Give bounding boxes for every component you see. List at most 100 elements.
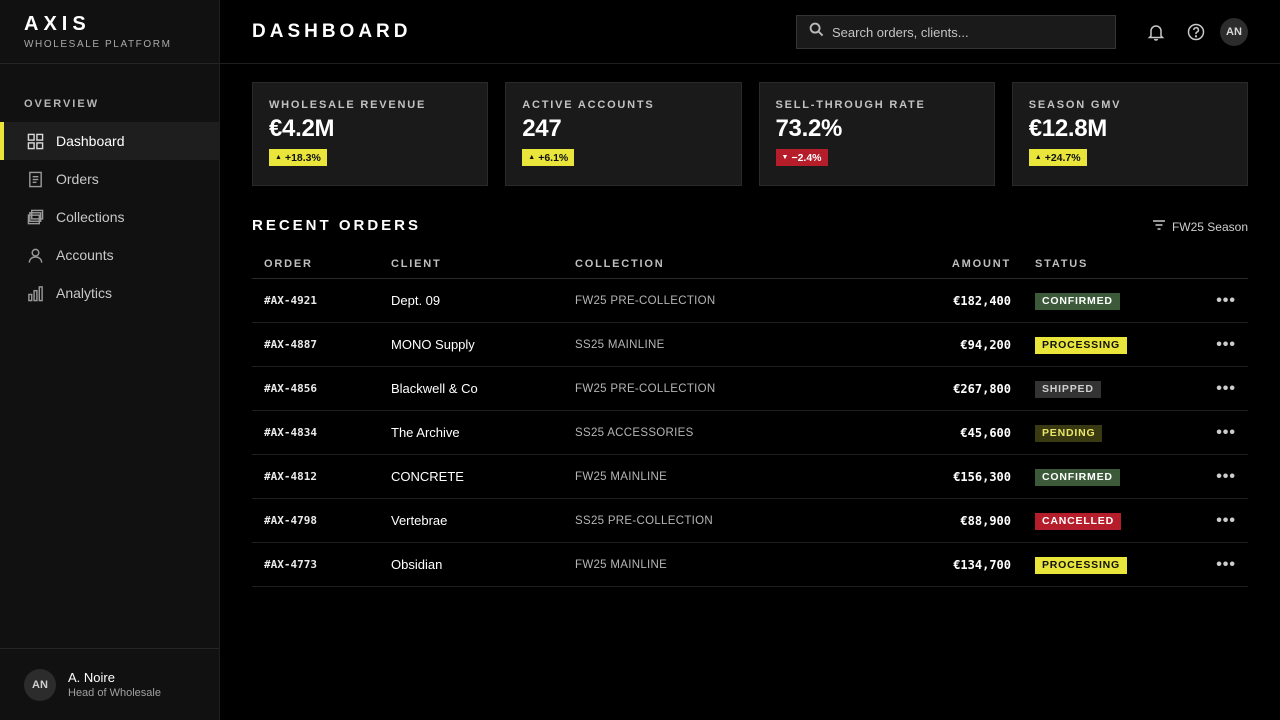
collection-name: FW25 MAINLINE xyxy=(575,470,668,483)
arrow-down-icon: ▼ xyxy=(781,154,789,161)
topbar: DASHBOARD AN xyxy=(220,0,1280,64)
nav-section-label: OVERVIEW xyxy=(24,98,100,110)
table-row[interactable]: #AX-4921 Dept. 09 FW25 PRE-COLLECTION €1… xyxy=(252,279,1248,323)
section-title: RECENT ORDERS xyxy=(252,217,422,234)
table-row[interactable]: #AX-4887 MONO Supply SS25 MAINLINE €94,2… xyxy=(252,323,1248,367)
user-role: Head of Wholesale xyxy=(68,687,161,699)
order-id: #AX-4856 xyxy=(264,382,317,395)
status-badge: CONFIRMED xyxy=(1035,469,1120,486)
filter-icon xyxy=(1152,218,1172,235)
avatar[interactable]: AN xyxy=(1220,18,1248,46)
client-name: CONCRETE xyxy=(391,469,464,484)
stat-delta-badge: ▲ +6.1% xyxy=(522,149,575,166)
column-header-status[interactable]: STATUS xyxy=(1035,258,1089,270)
order-amount: €156,300 xyxy=(953,469,1011,484)
brand-name: AXIS xyxy=(24,13,91,35)
user-name: A. Noire xyxy=(68,670,115,685)
sidebar-item-analytics[interactable]: Analytics xyxy=(0,274,219,312)
stat-value: 247 xyxy=(522,115,562,142)
column-header-collection[interactable]: COLLECTION xyxy=(575,258,665,270)
more-options-icon[interactable]: ••• xyxy=(1216,335,1236,353)
stat-value: €4.2M xyxy=(269,115,335,142)
stat-label: SEASON GMV xyxy=(1028,99,1122,111)
table-row[interactable]: #AX-4798 Vertebrae SS25 PRE-COLLECTION €… xyxy=(252,499,1248,543)
status-badge: CANCELLED xyxy=(1035,513,1121,530)
collection-name: SS25 PRE-COLLECTION xyxy=(575,514,713,527)
stat-card-sell-through: SELL-THROUGH RATE 73.2% ▼ −2.4% xyxy=(758,82,995,186)
column-header-client[interactable]: CLIENT xyxy=(391,258,442,270)
stat-card-gmv: SEASON GMV €12.8M ▲ +24.7% xyxy=(1011,82,1248,186)
order-amount: €267,800 xyxy=(953,381,1011,396)
search-input[interactable] xyxy=(832,24,1102,40)
arrow-up-icon: ▲ xyxy=(528,154,536,161)
order-id: #AX-4834 xyxy=(264,426,317,439)
order-amount: €45,600 xyxy=(960,425,1011,440)
stat-delta: +6.1% xyxy=(538,151,569,164)
status-badge: PROCESSING xyxy=(1035,557,1128,574)
more-options-icon[interactable]: ••• xyxy=(1216,379,1236,397)
document-icon xyxy=(26,170,44,188)
status-badge: PENDING xyxy=(1035,425,1103,442)
table-row[interactable]: #AX-4834 The Archive SS25 ACCESSORIES €4… xyxy=(252,411,1248,455)
order-id: #AX-4812 xyxy=(264,470,317,483)
collection-name: FW25 PRE-COLLECTION xyxy=(575,382,716,395)
collection-name: FW25 PRE-COLLECTION xyxy=(575,294,716,307)
more-options-icon[interactable]: ••• xyxy=(1216,511,1236,529)
more-options-icon[interactable]: ••• xyxy=(1216,291,1236,309)
stat-delta-badge: ▲ +24.7% xyxy=(1028,149,1087,166)
help-icon[interactable] xyxy=(1186,22,1206,42)
table-row[interactable]: #AX-4773 Obsidian FW25 MAINLINE €134,700… xyxy=(252,543,1248,587)
grid-icon xyxy=(26,132,44,150)
sidebar-item-collections[interactable]: Collections xyxy=(0,198,219,236)
stat-delta-badge: ▲ +18.3% xyxy=(269,149,327,166)
status-badge: SHIPPED xyxy=(1035,381,1101,398)
avatar: AN xyxy=(24,668,56,701)
order-id: #AX-4798 xyxy=(264,514,317,527)
bell-icon[interactable] xyxy=(1146,22,1166,42)
bar-chart-icon xyxy=(26,284,44,302)
status-badge: PROCESSING xyxy=(1035,337,1128,354)
collection-name: SS25 MAINLINE xyxy=(575,338,665,351)
client-name: Obsidian xyxy=(391,557,443,572)
more-options-icon[interactable]: ••• xyxy=(1216,467,1236,485)
stat-delta: −2.4% xyxy=(791,151,822,164)
column-header-order[interactable]: ORDER xyxy=(264,258,313,270)
collection-name: SS25 ACCESSORIES xyxy=(575,426,694,439)
collection-name: FW25 MAINLINE xyxy=(575,558,668,571)
sidebar-item-orders[interactable]: Orders xyxy=(0,160,219,198)
table-header: ORDER CLIENT COLLECTION AMOUNT STATUS xyxy=(252,250,1248,279)
client-name: Dept. 09 xyxy=(391,293,441,308)
user-icon xyxy=(26,246,44,264)
sidebar-item-label: Accounts xyxy=(56,247,114,263)
order-amount: €88,900 xyxy=(960,513,1011,528)
sidebar-nav: Dashboard Orders Collections Accounts An… xyxy=(0,122,219,312)
search-box[interactable] xyxy=(796,15,1116,49)
client-name: The Archive xyxy=(391,425,460,440)
season-filter-button[interactable]: FW25 Season xyxy=(1152,218,1248,235)
stat-value: €12.8M xyxy=(1028,115,1108,142)
client-name: Blackwell & Co xyxy=(391,381,478,396)
stat-label: WHOLESALE REVENUE xyxy=(269,99,427,111)
order-amount: €94,200 xyxy=(960,337,1011,352)
search-icon xyxy=(809,22,824,42)
table-row[interactable]: #AX-4812 CONCRETE FW25 MAINLINE €156,300… xyxy=(252,455,1248,499)
page-title: DASHBOARD xyxy=(252,21,412,42)
sidebar-item-accounts[interactable]: Accounts xyxy=(0,236,219,274)
sidebar-item-dashboard[interactable]: Dashboard xyxy=(0,122,219,160)
brand: AXIS WHOLESALE PLATFORM xyxy=(0,0,219,64)
more-options-icon[interactable]: ••• xyxy=(1216,555,1236,573)
arrow-up-icon: ▲ xyxy=(275,154,282,161)
user-info: A. Noire Head of Wholesale xyxy=(68,670,161,699)
more-options-icon[interactable]: ••• xyxy=(1216,423,1236,441)
user-profile[interactable]: AN A. Noire Head of Wholesale xyxy=(0,648,219,720)
sidebar-item-label: Dashboard xyxy=(56,133,125,149)
order-id: #AX-4921 xyxy=(264,294,317,307)
sidebar: AXIS WHOLESALE PLATFORM OVERVIEW Dashboa… xyxy=(0,0,220,720)
stat-cards: WHOLESALE REVENUE €4.2M ▲ +18.3% ACTIVE A… xyxy=(252,82,1248,186)
order-amount: €134,700 xyxy=(953,557,1011,572)
order-id: #AX-4773 xyxy=(264,558,317,571)
stat-delta: +24.7% xyxy=(1044,151,1081,164)
table-row[interactable]: #AX-4856 Blackwell & Co FW25 PRE-COLLECT… xyxy=(252,367,1248,411)
stat-card-accounts: ACTIVE ACCOUNTS 247 ▲ +6.1% xyxy=(505,82,742,186)
column-header-amount[interactable]: AMOUNT xyxy=(951,258,1011,270)
